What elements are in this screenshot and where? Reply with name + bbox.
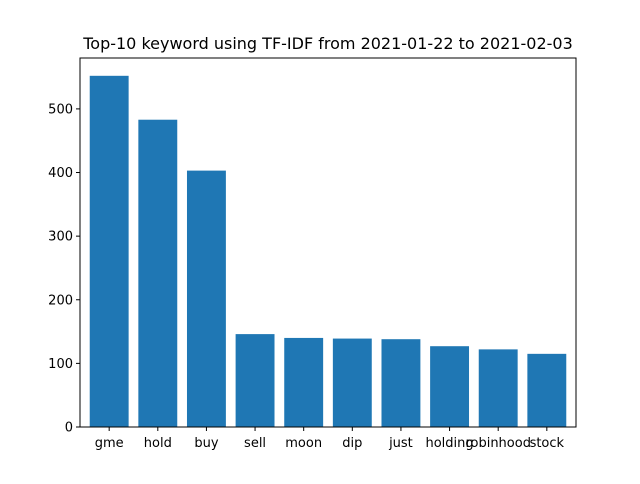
bar-gme <box>89 75 129 427</box>
x-tick-label-gme: gme <box>95 436 124 451</box>
bar-robinhood <box>478 349 518 427</box>
bar-hold <box>138 119 178 428</box>
y-tick-label: 200 <box>48 293 73 308</box>
bar-stock <box>527 353 567 427</box>
x-tick-label-sell: sell <box>244 436 266 451</box>
bar-buy <box>186 170 226 428</box>
bar-just <box>381 339 421 427</box>
bars-layer <box>89 75 567 428</box>
x-tick-label-dip: dip <box>342 436 362 451</box>
bar-moon <box>284 337 324 427</box>
x-tick-label-moon: moon <box>285 436 322 451</box>
y-tick-label: 100 <box>48 357 73 372</box>
x-tick-label-holding: holding <box>425 436 473 451</box>
bar-sell <box>235 334 275 427</box>
y-tick-label: 0 <box>65 421 73 436</box>
y-tick-label: 400 <box>48 166 73 181</box>
x-tick-label-buy: buy <box>194 436 218 451</box>
y-tick-label: 500 <box>48 102 73 117</box>
y-tick-label: 300 <box>48 230 73 245</box>
bar-holding <box>430 346 470 427</box>
x-tick-label-stock: stock <box>530 436 565 451</box>
axes-layer: 0 100 200 300 400 500 gme hold buy sell moon dip jus… <box>48 57 577 451</box>
x-tick-label-just: just <box>388 436 413 451</box>
x-tick-label-hold: hold <box>144 436 172 451</box>
bar-dip <box>332 338 372 427</box>
plot-frame <box>79 57 577 428</box>
x-tick-label-robinhood: robinhood <box>465 436 531 451</box>
chart-title: Top-10 keyword using TF-IDF from 2021-01… <box>82 34 573 53</box>
